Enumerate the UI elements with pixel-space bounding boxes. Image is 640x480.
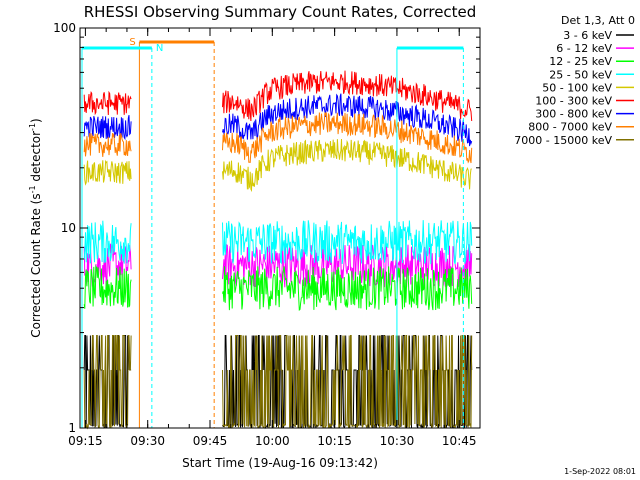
series-line (83, 264, 132, 309)
y-tick-label: 100 (53, 21, 76, 35)
series-50-100-kev (83, 138, 472, 193)
x-tick-label: 10:15 (317, 434, 352, 448)
series-line (222, 138, 472, 193)
series-line (222, 93, 473, 147)
legend-label: 12 - 25 keV (549, 55, 612, 68)
series-line (83, 220, 132, 264)
series-line (222, 335, 473, 429)
series-line (83, 132, 132, 157)
series-line (222, 112, 473, 164)
x-tick-label: 10:45 (442, 434, 477, 448)
y-axis-label: Corrected Count Rate (s-1 detector-1) (28, 118, 43, 337)
legend-label: 50 - 100 keV (542, 81, 612, 94)
series-7000-15000-kev (83, 335, 473, 430)
legend-label: 800 - 7000 keV (528, 121, 612, 134)
series-line (83, 159, 132, 186)
x-tick-label: 10:00 (255, 434, 290, 448)
y-axis-label-mid: detector (29, 131, 43, 186)
legend-label: 6 - 12 keV (556, 42, 612, 55)
series-100-300-kev (83, 70, 473, 122)
series-line (83, 114, 132, 141)
series-12-25-kev (83, 264, 473, 312)
x-ticks: 09:15 09:30 09:45 10:00 10:15 10:30 10:45 (68, 28, 477, 448)
y-axis-label-end: ) (29, 118, 43, 123)
legend-label: 100 - 300 keV (535, 95, 612, 108)
legend-label: 25 - 50 keV (549, 68, 612, 81)
y-axis-label-sup1: -1 (28, 185, 37, 193)
y-axis-label-main: Corrected Count Rate (s (29, 193, 43, 337)
x-tick-label: 10:30 (380, 434, 415, 448)
footer-stamp: 1-Sep-2022 08:01 (564, 467, 636, 476)
legend-label: 7000 - 15000 keV (514, 134, 612, 147)
x-axis-label: Start Time (19-Aug-16 09:13:42) (182, 456, 378, 470)
y-tick-label: 10 (61, 221, 76, 235)
series-line (222, 266, 473, 312)
night-flag-label: N (156, 43, 163, 54)
series-800-7000-kev (83, 112, 473, 164)
x-tick-label: 09:30 (130, 434, 165, 448)
series-line (222, 335, 473, 430)
legend-title: Det 1,3, Att 0 (561, 14, 635, 27)
legend-label: 300 - 800 keV (535, 108, 612, 121)
y-tick-label: 1 (68, 421, 76, 435)
series-layer (83, 70, 473, 430)
flag-layer: SN (81, 37, 464, 428)
series-line (83, 90, 132, 116)
series-300-800-kev (83, 93, 473, 147)
series-line (83, 335, 132, 430)
series-25-50-kev (83, 220, 473, 265)
series-line (222, 70, 473, 122)
x-tick-label: 09:45 (193, 434, 228, 448)
y-ticks: 1 10 100 (53, 21, 480, 435)
x-tick-label: 09:15 (68, 434, 103, 448)
y-axis-label-sup2: -1 (28, 123, 37, 131)
legend-label: 3 - 6 keV (563, 29, 612, 42)
series-line (222, 220, 473, 265)
chart-title: RHESSI Observing Summary Count Rates, Co… (84, 3, 477, 21)
saa-flag-label: S (129, 37, 135, 48)
